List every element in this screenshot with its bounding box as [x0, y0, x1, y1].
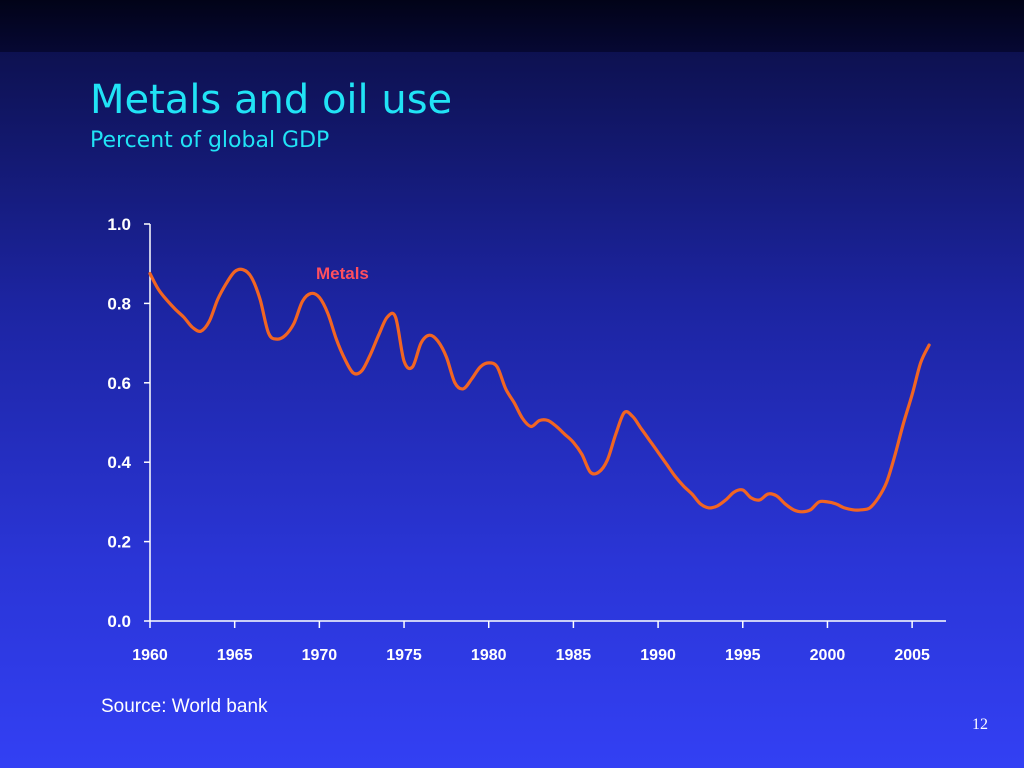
y-tick-label: 1.0	[107, 215, 131, 234]
series-group: Metals	[148, 264, 931, 514]
x-tick-label: 1975	[386, 647, 422, 664]
y-tick-label: 0.8	[107, 294, 131, 313]
source-note: Source: World bank	[101, 696, 268, 717]
y-tick-label: 0.0	[107, 612, 131, 631]
series-label: Metals	[316, 264, 369, 283]
y-axis: 0.0 0.2 0.4 0.6 0.8 1.0	[107, 215, 151, 631]
x-tick-label: 1980	[471, 647, 507, 664]
slide-title: Metals and oil use	[90, 77, 453, 123]
series-line-metals	[148, 267, 931, 514]
x-tick-label: 1985	[556, 647, 592, 664]
x-tick-label: 2000	[810, 647, 846, 664]
y-tick-label: 0.2	[107, 533, 131, 552]
x-tick-label: 1995	[725, 647, 761, 664]
x-tick-label: 1990	[640, 647, 676, 664]
x-tick-label: 2005	[894, 647, 930, 664]
x-axis: 1960 1965 1970 1975 1980 1985 1990 1995 2000 2005	[132, 620, 946, 664]
page-number: 12	[972, 716, 988, 733]
x-tick-label: 1965	[217, 647, 253, 664]
x-tick-label: 1970	[302, 647, 338, 664]
y-tick-label: 0.4	[107, 453, 131, 472]
y-tick-label: 0.6	[107, 374, 131, 393]
top-band	[0, 0, 1024, 52]
x-tick-label: 1960	[132, 647, 168, 664]
slide-subtitle: Percent of global GDP	[90, 128, 330, 153]
